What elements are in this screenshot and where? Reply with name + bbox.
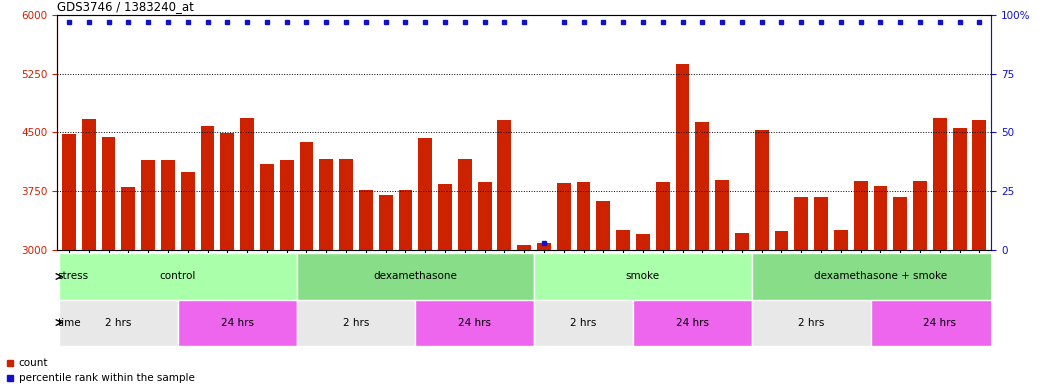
Bar — [497, 120, 512, 250]
Bar — [556, 183, 571, 250]
Bar — [458, 159, 471, 250]
Bar — [379, 195, 392, 250]
Bar — [477, 182, 492, 250]
Text: time: time — [57, 318, 81, 328]
Bar — [59, 253, 297, 300]
Bar — [735, 233, 748, 250]
Bar — [418, 138, 432, 250]
Bar — [676, 64, 689, 250]
Bar — [297, 300, 415, 346]
Text: 2 hrs: 2 hrs — [798, 318, 824, 328]
Bar — [715, 180, 729, 250]
Text: 2 hrs: 2 hrs — [570, 318, 597, 328]
Bar — [517, 245, 531, 250]
Bar — [181, 172, 195, 250]
Bar — [636, 234, 650, 250]
Bar — [161, 160, 174, 250]
Bar — [102, 137, 115, 250]
Text: smoke: smoke — [626, 271, 660, 281]
Bar — [535, 300, 633, 346]
Bar — [200, 126, 215, 250]
Bar — [220, 133, 235, 250]
Bar — [82, 119, 95, 250]
Bar — [752, 300, 871, 346]
Bar — [399, 190, 412, 250]
Text: dexamethasone: dexamethasone — [374, 271, 458, 281]
Bar — [695, 122, 709, 250]
Text: 2 hrs: 2 hrs — [343, 318, 370, 328]
Bar — [359, 190, 373, 250]
Bar — [597, 201, 610, 250]
Bar — [814, 197, 828, 250]
Bar — [297, 253, 535, 300]
Text: percentile rank within the sample: percentile rank within the sample — [19, 373, 194, 383]
Text: 2 hrs: 2 hrs — [105, 318, 132, 328]
Bar — [535, 253, 752, 300]
Bar — [415, 300, 535, 346]
Text: 24 hrs: 24 hrs — [676, 318, 709, 328]
Bar — [752, 253, 1009, 300]
Bar — [260, 164, 274, 250]
Text: control: control — [160, 271, 196, 281]
Bar — [874, 185, 887, 250]
Bar — [59, 300, 177, 346]
Bar — [913, 181, 927, 250]
Bar — [280, 160, 294, 250]
Bar — [894, 197, 907, 250]
Bar — [617, 230, 630, 250]
Bar — [537, 243, 551, 250]
Bar — [577, 182, 591, 250]
Text: dexamethasone + smoke: dexamethasone + smoke — [814, 271, 947, 281]
Bar — [240, 118, 254, 250]
Bar — [141, 160, 155, 250]
Bar — [973, 120, 986, 250]
Bar — [794, 197, 809, 250]
Bar — [177, 300, 297, 346]
Bar — [933, 118, 947, 250]
Bar — [853, 181, 868, 250]
Bar — [656, 182, 670, 250]
Bar — [871, 300, 1009, 346]
Bar — [300, 142, 313, 250]
Text: stress: stress — [57, 271, 88, 281]
Text: GDS3746 / 1383240_at: GDS3746 / 1383240_at — [57, 0, 194, 13]
Bar — [339, 159, 353, 250]
Bar — [121, 187, 135, 250]
Bar — [438, 184, 452, 250]
Bar — [834, 230, 848, 250]
Bar — [755, 130, 768, 250]
Text: count: count — [19, 358, 48, 368]
Bar — [953, 128, 966, 250]
Text: 24 hrs: 24 hrs — [924, 318, 956, 328]
Text: 24 hrs: 24 hrs — [221, 318, 253, 328]
Bar — [774, 231, 789, 250]
Bar — [320, 159, 333, 250]
Bar — [62, 134, 76, 250]
Bar — [633, 300, 752, 346]
Text: 24 hrs: 24 hrs — [458, 318, 491, 328]
